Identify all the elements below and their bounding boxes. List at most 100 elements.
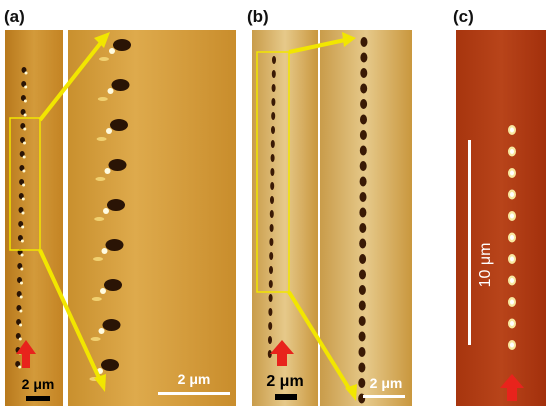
feature	[20, 281, 23, 285]
feature	[21, 197, 25, 201]
feature	[359, 145, 367, 156]
arrow-head	[94, 32, 110, 48]
feature	[102, 319, 121, 331]
feature	[510, 213, 514, 219]
feature	[268, 280, 273, 288]
feature	[510, 192, 514, 197]
feature	[91, 297, 102, 301]
feature	[17, 263, 23, 269]
arrow-head	[342, 32, 356, 47]
feature	[101, 359, 119, 371]
feature	[359, 192, 367, 202]
feature	[19, 323, 23, 327]
feature	[22, 169, 26, 173]
feature	[110, 119, 128, 131]
feature	[271, 70, 276, 78]
zoom-arrow	[287, 290, 352, 392]
feature	[510, 149, 514, 154]
panel-label: (c)	[453, 7, 474, 26]
feature	[18, 365, 22, 369]
feature	[90, 337, 101, 341]
feature	[510, 278, 514, 283]
feature	[107, 199, 125, 211]
feature	[20, 239, 24, 243]
feature	[101, 248, 108, 254]
scale-bar-label: 10 μm	[477, 243, 494, 288]
scale-bar-label: 2 μm	[266, 373, 303, 390]
feature	[358, 331, 366, 342]
feature	[23, 99, 27, 103]
feature	[16, 319, 22, 325]
feature	[270, 182, 275, 190]
feature	[360, 114, 367, 125]
feature	[21, 67, 27, 73]
feature	[20, 267, 24, 271]
feature	[99, 57, 109, 61]
feature	[100, 288, 106, 294]
feature	[359, 254, 367, 264]
feature	[358, 378, 366, 388]
feature	[358, 285, 366, 295]
scale-bar	[363, 395, 405, 398]
feature	[359, 207, 367, 218]
panel-label: (a)	[4, 7, 25, 26]
feature	[269, 252, 274, 260]
scale-bar	[275, 394, 297, 400]
feature	[93, 257, 103, 261]
feature	[21, 225, 25, 229]
afm-zoom-image	[68, 30, 236, 406]
feature	[360, 99, 368, 109]
feature	[24, 71, 28, 75]
feature	[20, 95, 26, 101]
feature	[360, 37, 368, 47]
feature	[111, 79, 130, 91]
feature	[95, 177, 106, 181]
feature	[510, 256, 514, 262]
feature	[271, 126, 275, 134]
zoom-box	[9, 117, 41, 251]
feature	[98, 328, 105, 334]
feature	[23, 127, 27, 131]
feature	[269, 224, 274, 232]
feature	[510, 299, 514, 305]
feature	[18, 221, 24, 227]
feature	[24, 85, 28, 89]
feature	[510, 127, 514, 133]
feature	[272, 56, 276, 64]
feature	[19, 151, 25, 157]
scale-bar-label: 2 μm	[178, 371, 211, 387]
arrow-head	[94, 374, 106, 392]
feature	[107, 88, 114, 94]
zoom-box	[256, 51, 290, 293]
feature	[510, 170, 514, 176]
feature	[268, 322, 273, 330]
zoom-arrow	[288, 38, 346, 54]
scale-bar	[468, 140, 471, 345]
scale-bar	[26, 396, 50, 401]
feature	[105, 239, 124, 251]
feature	[358, 347, 366, 357]
feature	[19, 165, 25, 171]
feature	[270, 154, 275, 162]
feature	[18, 207, 24, 213]
red-arrow	[500, 374, 524, 401]
feature	[20, 109, 26, 115]
feature	[359, 269, 366, 280]
feature	[104, 279, 122, 291]
feature	[23, 141, 26, 145]
feature	[360, 83, 368, 94]
feature	[18, 193, 24, 199]
feature	[20, 123, 26, 129]
feature	[510, 235, 514, 240]
feature	[359, 176, 367, 187]
feature	[359, 223, 367, 233]
feature	[23, 113, 27, 117]
feature	[268, 294, 273, 302]
feature	[109, 48, 115, 54]
feature	[104, 168, 111, 174]
feature	[268, 308, 273, 316]
feature	[96, 137, 107, 141]
feature	[20, 137, 25, 143]
